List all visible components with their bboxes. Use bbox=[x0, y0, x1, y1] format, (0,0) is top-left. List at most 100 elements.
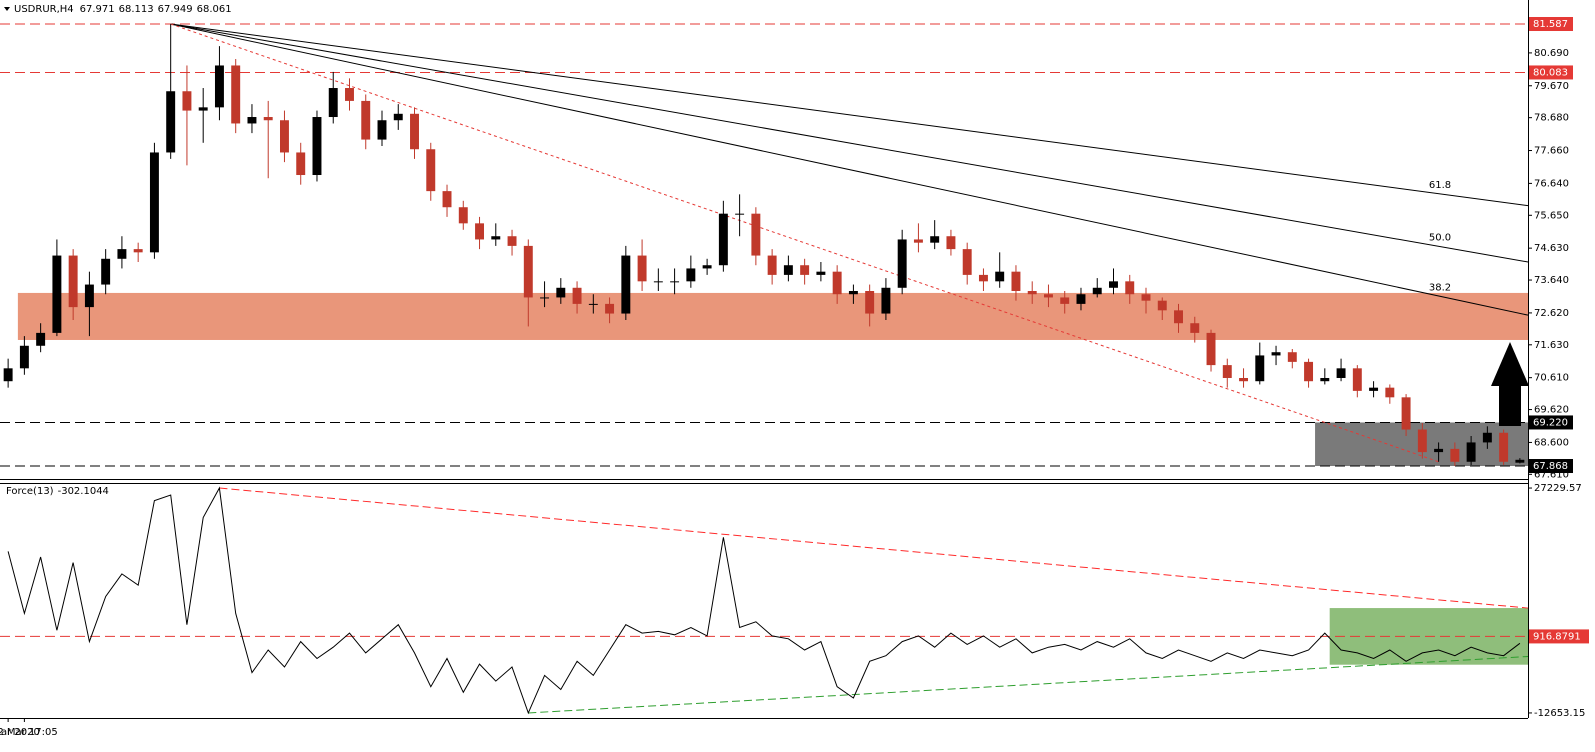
candle-body bbox=[117, 249, 127, 259]
y-tick-label: 73.640 bbox=[1534, 275, 1569, 286]
candle-body bbox=[1352, 368, 1362, 391]
candle-body bbox=[995, 271, 1005, 282]
candle-body bbox=[865, 291, 875, 314]
candle-body bbox=[1401, 397, 1411, 430]
y-tick-label: 71.630 bbox=[1534, 340, 1569, 351]
candle-body bbox=[1271, 352, 1281, 356]
menu-triangle bbox=[4, 7, 10, 11]
candle-body bbox=[247, 117, 257, 124]
level-tag bbox=[1529, 459, 1573, 474]
candle-body bbox=[702, 265, 712, 269]
y-tick-label: 75.650 bbox=[1534, 210, 1569, 221]
candle-body bbox=[182, 91, 192, 111]
force-header: Force(13) -302.1044 bbox=[6, 486, 109, 497]
y-tick-label: 77.660 bbox=[1534, 146, 1569, 157]
y-tick-label: 79.670 bbox=[1534, 81, 1569, 92]
candle-body bbox=[800, 265, 810, 275]
zone bbox=[17, 292, 1528, 340]
fan-label: 61.8 bbox=[1429, 180, 1451, 191]
candle-body bbox=[1515, 459, 1525, 463]
candle-body bbox=[1125, 281, 1135, 295]
candle-body bbox=[1369, 387, 1379, 391]
candle-body bbox=[475, 223, 485, 240]
candle-body bbox=[231, 65, 241, 124]
candle-body bbox=[491, 236, 501, 240]
candle-body bbox=[978, 274, 988, 282]
level-label: 67.868 bbox=[1533, 461, 1568, 472]
candle-body bbox=[540, 297, 550, 299]
fan-label: 38.2 bbox=[1429, 282, 1451, 293]
y-tick-label: 76.640 bbox=[1534, 178, 1569, 189]
candle-body bbox=[263, 117, 273, 121]
candle-body bbox=[1385, 387, 1395, 398]
fan-line bbox=[170, 23, 1529, 207]
force-level-label: 916.8791 bbox=[1533, 631, 1581, 642]
candle-body bbox=[1109, 281, 1118, 288]
candle-body bbox=[345, 88, 354, 101]
candle-body bbox=[1466, 442, 1476, 462]
force-line bbox=[7, 486, 1521, 715]
y-tick-label: 67.610 bbox=[1534, 469, 1569, 480]
candle-body bbox=[1092, 287, 1102, 295]
candle-body bbox=[36, 332, 46, 346]
level-label: 81.587 bbox=[1533, 19, 1568, 30]
candle-body bbox=[637, 255, 647, 282]
candle-body bbox=[523, 245, 533, 298]
force-name: Force(13) bbox=[6, 486, 54, 497]
candle-body bbox=[1304, 361, 1314, 382]
candle-body bbox=[312, 117, 322, 176]
candle-body bbox=[670, 281, 680, 283]
candle-body bbox=[1499, 432, 1509, 462]
candle-body bbox=[1320, 377, 1330, 382]
force-tick-label: 27229.57 bbox=[1534, 483, 1582, 494]
candle-body bbox=[377, 120, 387, 140]
candle-body bbox=[214, 65, 224, 108]
candle-body bbox=[68, 255, 78, 308]
candle-body bbox=[881, 287, 891, 314]
candle-body bbox=[1060, 297, 1070, 304]
level-label: 69.220 bbox=[1533, 417, 1568, 428]
candle-body bbox=[52, 255, 62, 333]
candle-body bbox=[572, 287, 582, 304]
chart-header: USDRUR,H4 67.971 68.113 67.949 68.061 bbox=[14, 4, 232, 15]
force-trendline bbox=[219, 487, 1529, 609]
candle-body bbox=[1043, 294, 1053, 298]
candle-body bbox=[1255, 355, 1265, 382]
level-label: 80.083 bbox=[1533, 67, 1568, 78]
level-tag bbox=[1529, 415, 1573, 430]
fan-line bbox=[170, 23, 1529, 263]
candle-body bbox=[1287, 352, 1297, 362]
candle-body bbox=[686, 268, 696, 282]
symbol: USDRUR,H4 bbox=[14, 4, 74, 15]
header-low: 67.949 bbox=[158, 4, 193, 15]
candle-body bbox=[198, 107, 208, 111]
candle-body bbox=[393, 113, 403, 121]
candle-body bbox=[166, 91, 176, 153]
candle-body bbox=[848, 291, 858, 295]
fan-label: 50.0 bbox=[1429, 233, 1451, 244]
candle-body bbox=[735, 213, 745, 215]
y-tick-label: 80.690 bbox=[1534, 48, 1569, 59]
candle-body bbox=[328, 88, 338, 118]
candle-body bbox=[962, 249, 972, 275]
candle-body bbox=[279, 120, 289, 153]
candle-body bbox=[930, 236, 940, 243]
force-level-tag bbox=[1529, 629, 1589, 644]
candle-body bbox=[718, 213, 728, 266]
arrow-up bbox=[1491, 342, 1529, 426]
y-tick-label: 72.620 bbox=[1534, 308, 1569, 319]
candle-body bbox=[1434, 448, 1444, 453]
candle-body bbox=[1450, 448, 1460, 462]
y-tick-label: 69.620 bbox=[1534, 405, 1569, 416]
y-tick-label: 70.610 bbox=[1534, 373, 1569, 384]
arrow-shaft bbox=[1499, 384, 1521, 426]
candle-body bbox=[1157, 300, 1167, 311]
candle-body bbox=[1336, 368, 1346, 378]
candle-body bbox=[3, 368, 13, 382]
candle-body bbox=[588, 303, 598, 305]
candle-body bbox=[751, 213, 761, 256]
candle-body bbox=[556, 287, 566, 298]
candle-body bbox=[149, 152, 159, 253]
